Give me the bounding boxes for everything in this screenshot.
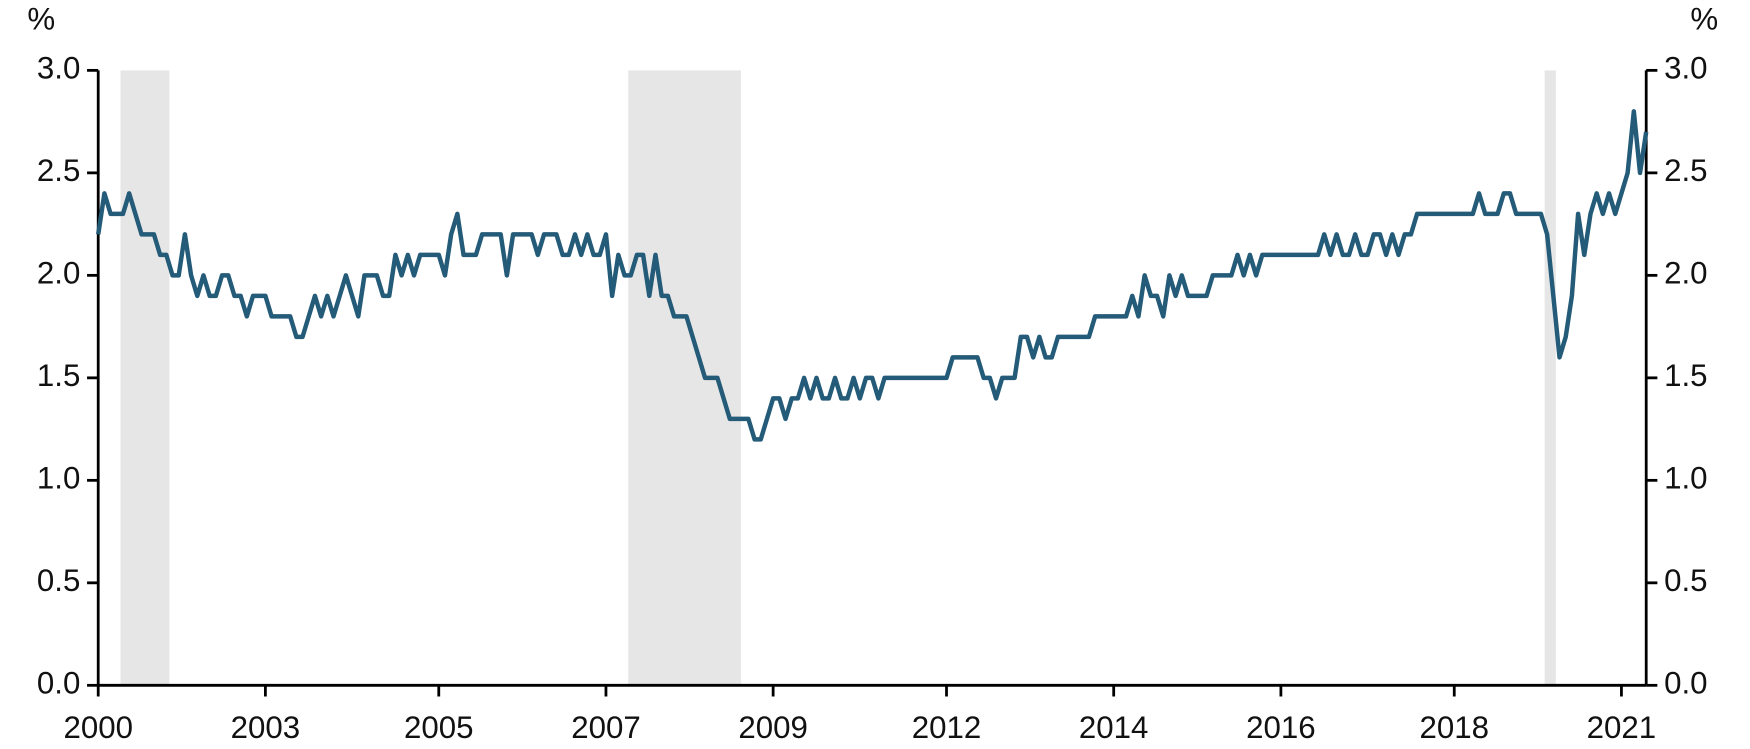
y-tick-label: 1.0 bbox=[37, 461, 80, 496]
recession-band bbox=[1544, 70, 1556, 686]
y-tick-label: 0.5 bbox=[37, 563, 80, 598]
y2-tick-label: 0.0 bbox=[1664, 666, 1707, 701]
x-tick-label: 2000 bbox=[63, 710, 133, 745]
y2-tick-label: 1.5 bbox=[1664, 358, 1707, 393]
y-tick-label: 0.0 bbox=[37, 666, 80, 701]
x-tick-label: 2016 bbox=[1246, 710, 1316, 745]
y-tick-label: 2.0 bbox=[37, 256, 80, 291]
y2-tick-label: 0.5 bbox=[1664, 563, 1707, 598]
y2-tick-label: 1.0 bbox=[1664, 461, 1707, 496]
recession-band bbox=[120, 70, 170, 686]
x-tick-label: 2014 bbox=[1079, 710, 1149, 745]
recession-band bbox=[628, 70, 741, 686]
y-tick-label: 3.0 bbox=[37, 51, 80, 86]
y-axis-label: % bbox=[27, 2, 55, 37]
y-tick-label: 2.5 bbox=[37, 153, 80, 188]
y2-axis-label: % bbox=[1690, 2, 1718, 37]
x-tick-label: 2007 bbox=[571, 710, 641, 745]
y-tick-label: 1.5 bbox=[37, 358, 80, 393]
x-tick-label: 2003 bbox=[231, 710, 301, 745]
x-tick-label: 2005 bbox=[404, 710, 474, 745]
x-tick-label: 2009 bbox=[738, 710, 808, 745]
x-tick-label: 2018 bbox=[1419, 710, 1489, 745]
data-line bbox=[96, 109, 1649, 442]
y2-tick-label: 3.0 bbox=[1664, 51, 1707, 86]
x-tick-label: 2012 bbox=[912, 710, 982, 745]
y2-tick-label: 2.5 bbox=[1664, 153, 1707, 188]
x-tick-label: 2021 bbox=[1587, 710, 1657, 745]
y2-tick-label: 2.0 bbox=[1664, 256, 1707, 291]
